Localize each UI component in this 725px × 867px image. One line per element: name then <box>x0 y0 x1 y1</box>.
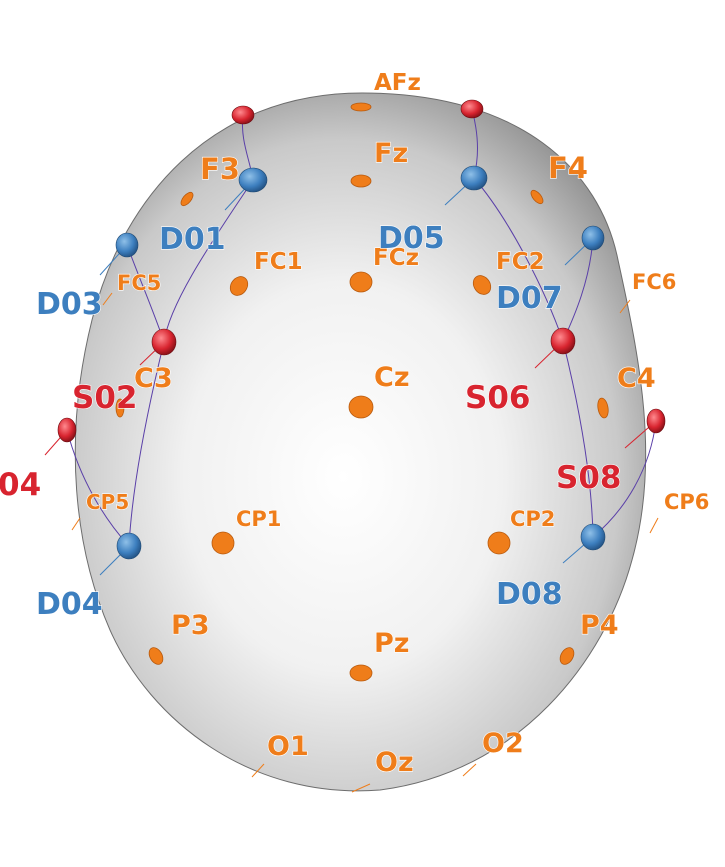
leader-line <box>649 517 659 534</box>
electrode-p4 <box>559 647 575 665</box>
label-fc1: FC1 <box>254 249 303 275</box>
leader-line <box>462 763 477 777</box>
electrode-fc2 <box>472 275 492 295</box>
label-cp2: CP2 <box>510 507 555 531</box>
channel-line <box>163 179 254 343</box>
label-oz: Oz <box>375 747 414 778</box>
label-cp6: CP6 <box>664 490 709 514</box>
label-s02: S02 <box>72 380 137 416</box>
source-s08-optode <box>646 408 666 434</box>
label-d07: D07 <box>496 281 563 316</box>
electrode-cp1 <box>211 531 235 555</box>
label-fc5: FC5 <box>117 271 161 295</box>
electrode-pz <box>349 664 373 682</box>
source-optode <box>231 105 255 125</box>
electrode-c3 <box>115 398 125 418</box>
label-p3: P3 <box>171 610 210 641</box>
electrode-fcz <box>349 271 373 293</box>
leader-line <box>71 517 81 531</box>
electrode-p3 <box>148 647 164 665</box>
label-d03: D03 <box>36 287 103 322</box>
label-fz: Fz <box>374 138 408 169</box>
leader-line <box>102 292 113 306</box>
channel-line <box>473 177 564 342</box>
electrode-fz <box>350 174 372 188</box>
detector-d07-optode <box>581 225 605 251</box>
label-04: 04 <box>0 467 41 503</box>
label-cp1: CP1 <box>236 507 281 531</box>
label-p4: P4 <box>580 610 619 641</box>
label-c3: C3 <box>134 363 173 394</box>
detector-d08-optode <box>580 523 606 551</box>
label-cz: Cz <box>374 362 410 393</box>
label-afz: AFz <box>374 70 421 96</box>
label-cp5: CP5 <box>86 490 129 514</box>
channel-line <box>592 420 657 538</box>
label-fc6: FC6 <box>632 270 676 294</box>
label-d05: D05 <box>378 221 445 256</box>
electrode-c4 <box>597 397 609 419</box>
leader-line <box>251 763 265 778</box>
electrode-f4 <box>530 189 544 205</box>
label-o1: O1 <box>267 731 309 762</box>
detector-d03-optode <box>115 232 139 258</box>
channel-line <box>128 341 165 547</box>
leader-line <box>351 783 371 793</box>
detector-labels: D01 D03 D04 D05 D07 D08 <box>35 220 563 622</box>
label-s06: S06 <box>465 380 530 416</box>
head-surface <box>74 92 647 792</box>
detector-d04-optode <box>116 532 142 560</box>
electrode-afz <box>350 102 372 112</box>
detectors <box>115 165 606 560</box>
leader-line <box>619 299 631 314</box>
channel-line <box>562 340 594 538</box>
electrode-cz <box>348 395 374 419</box>
source-optode <box>460 99 484 119</box>
electrode-f3 <box>180 191 194 207</box>
source-s06-optode <box>550 327 576 355</box>
label-fcz: FCz <box>373 245 419 271</box>
electrode-fc1 <box>229 276 249 296</box>
label-s08: S08 <box>556 460 621 496</box>
label-c4: C4 <box>617 363 656 394</box>
eeg-electrodes <box>115 102 609 682</box>
eeg-labels: AFz Fz F3 F4 FC1 FCz FC2 FC5 FC6 C3 Cz C… <box>85 69 710 778</box>
source-s02-optode <box>151 328 177 356</box>
label-f4: F4 <box>548 151 588 185</box>
electrode-cp2 <box>487 531 511 555</box>
label-d08: D08 <box>496 577 563 612</box>
label-o2: O2 <box>482 728 524 759</box>
sources <box>57 99 666 443</box>
source-04-optode <box>57 417 77 443</box>
detector-d05-optode <box>460 165 488 191</box>
detector-d01-optode <box>238 167 268 193</box>
label-f3: F3 <box>200 152 240 186</box>
label-pz: Pz <box>374 628 410 659</box>
label-d04: D04 <box>36 587 103 622</box>
label-fc2: FC2 <box>496 249 545 275</box>
source-labels: S02 04 S06 S08 <box>0 379 622 503</box>
label-d01: D01 <box>159 222 226 257</box>
